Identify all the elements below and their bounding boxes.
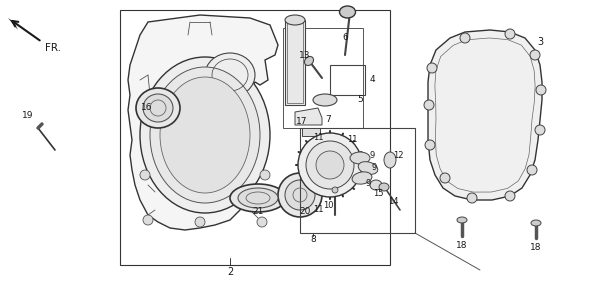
Ellipse shape	[339, 6, 356, 18]
Ellipse shape	[285, 15, 305, 25]
Ellipse shape	[260, 170, 270, 180]
Ellipse shape	[427, 63, 437, 73]
Text: 9: 9	[365, 178, 371, 188]
Text: 9: 9	[371, 163, 376, 172]
Ellipse shape	[143, 94, 173, 122]
Ellipse shape	[535, 125, 545, 135]
Ellipse shape	[527, 165, 537, 175]
Ellipse shape	[457, 217, 467, 223]
Text: 17: 17	[296, 117, 308, 126]
Ellipse shape	[140, 57, 270, 213]
Ellipse shape	[298, 133, 362, 197]
Ellipse shape	[316, 151, 344, 179]
Ellipse shape	[140, 170, 150, 180]
Text: 11: 11	[313, 206, 323, 215]
Ellipse shape	[238, 188, 278, 208]
Ellipse shape	[205, 53, 255, 97]
Text: 5: 5	[357, 95, 363, 104]
Ellipse shape	[150, 67, 260, 203]
Ellipse shape	[332, 187, 338, 193]
Bar	[302, 128, 320, 136]
Ellipse shape	[440, 173, 450, 183]
Bar	[330, 65, 365, 95]
Ellipse shape	[136, 88, 180, 128]
Ellipse shape	[285, 180, 315, 210]
Ellipse shape	[505, 191, 515, 201]
Bar	[300, 128, 415, 233]
Text: 3: 3	[537, 37, 543, 47]
Bar	[287, 22, 303, 103]
Bar	[285, 20, 305, 105]
Ellipse shape	[306, 141, 354, 189]
Ellipse shape	[424, 100, 434, 110]
Ellipse shape	[460, 33, 470, 43]
Text: 9: 9	[369, 150, 375, 160]
Ellipse shape	[384, 152, 396, 168]
Text: 11: 11	[347, 135, 358, 144]
Text: 6: 6	[342, 33, 348, 42]
Text: 20: 20	[299, 207, 311, 216]
Ellipse shape	[350, 152, 370, 164]
Ellipse shape	[370, 180, 382, 190]
Text: 12: 12	[393, 150, 403, 160]
Ellipse shape	[536, 85, 546, 95]
Text: FR.: FR.	[45, 43, 61, 53]
Text: 21: 21	[253, 207, 264, 216]
Text: 8: 8	[310, 235, 316, 244]
Ellipse shape	[257, 217, 267, 227]
Text: 4: 4	[369, 76, 375, 85]
Ellipse shape	[379, 183, 389, 191]
Ellipse shape	[531, 220, 541, 226]
Ellipse shape	[304, 57, 313, 66]
Polygon shape	[128, 15, 278, 230]
Text: 18: 18	[530, 244, 542, 253]
Ellipse shape	[358, 162, 378, 174]
Bar	[120, 10, 390, 265]
Ellipse shape	[467, 193, 477, 203]
Text: 15: 15	[373, 188, 384, 197]
Polygon shape	[8, 18, 18, 30]
Ellipse shape	[352, 172, 372, 184]
Text: 10: 10	[323, 200, 333, 209]
Polygon shape	[428, 30, 542, 200]
Text: 19: 19	[22, 110, 34, 119]
Ellipse shape	[278, 173, 322, 217]
Text: 7: 7	[325, 116, 331, 125]
Ellipse shape	[230, 184, 286, 212]
Ellipse shape	[425, 140, 435, 150]
Ellipse shape	[195, 217, 205, 227]
Ellipse shape	[505, 29, 515, 39]
Polygon shape	[295, 108, 322, 125]
Text: 16: 16	[140, 104, 152, 113]
Text: 11: 11	[313, 132, 323, 141]
Text: 14: 14	[388, 197, 398, 206]
Text: 13: 13	[299, 51, 311, 60]
Ellipse shape	[530, 50, 540, 60]
Ellipse shape	[160, 77, 250, 193]
Text: 18: 18	[456, 240, 468, 250]
Ellipse shape	[143, 215, 153, 225]
Text: 2: 2	[227, 267, 233, 277]
Ellipse shape	[313, 94, 337, 106]
Bar	[283, 28, 363, 128]
